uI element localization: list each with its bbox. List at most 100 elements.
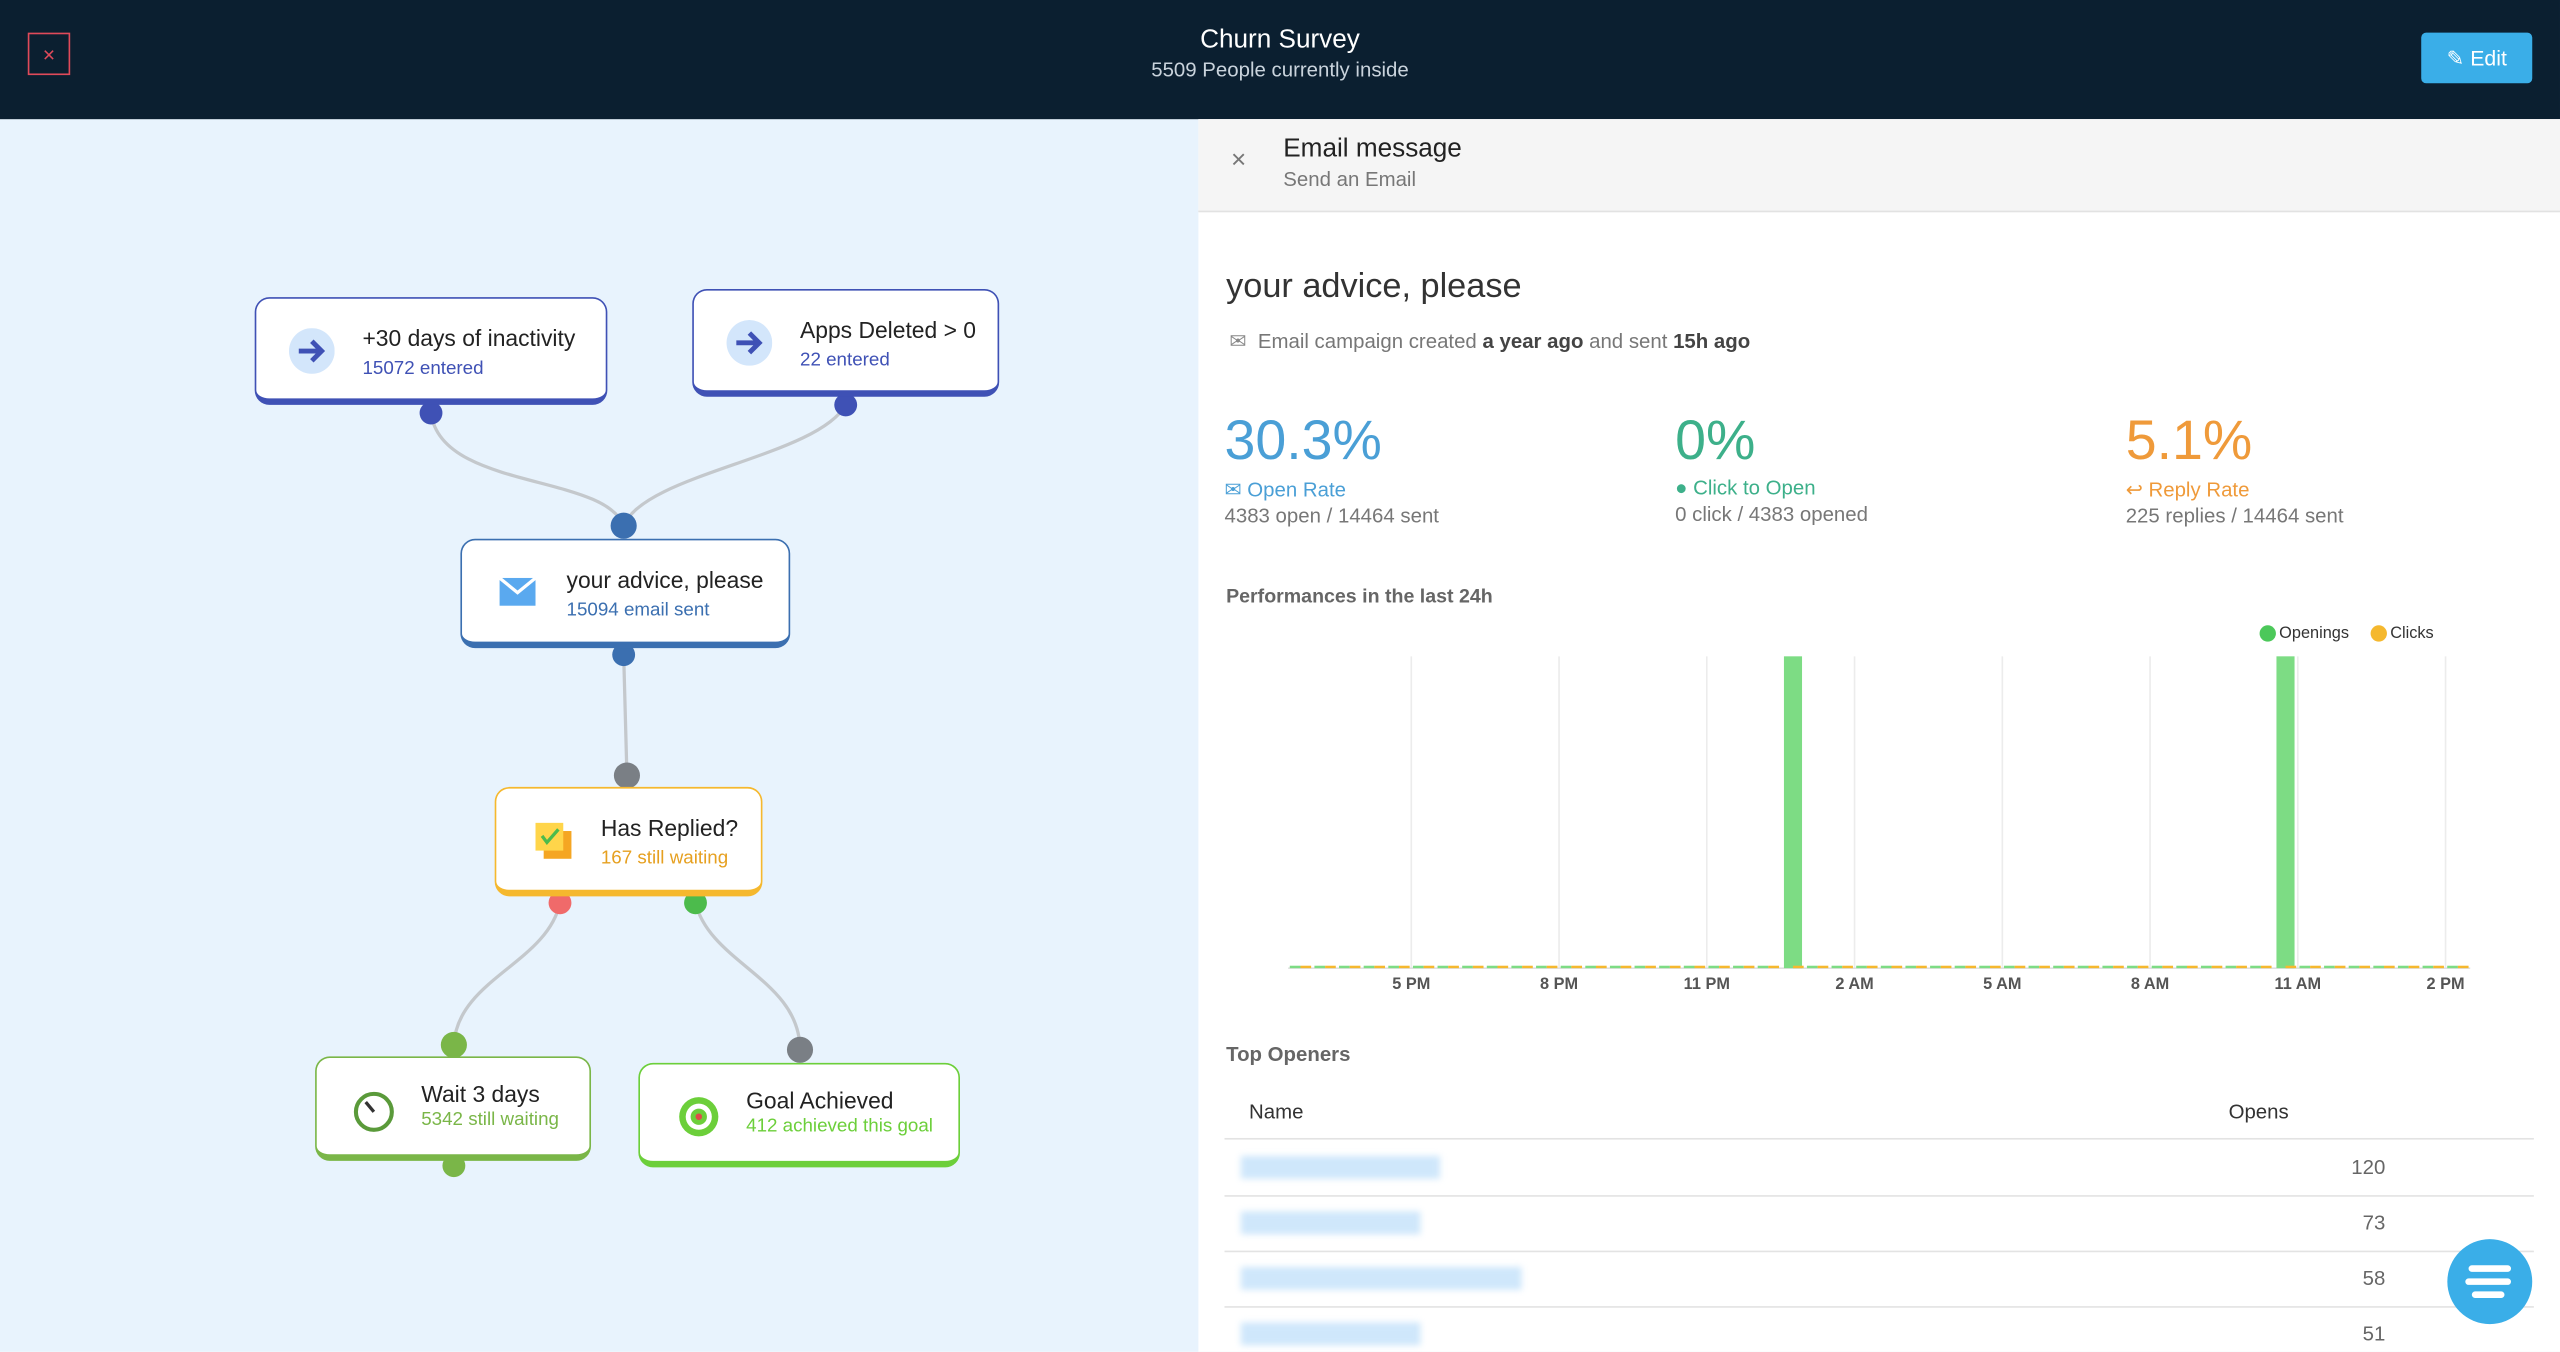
bar [2053,965,2064,969]
x-tick-label: 8 AM [2131,975,2169,993]
bar [1645,965,1656,969]
bar [1300,965,1312,969]
bar [1546,965,1558,969]
flow-node[interactable]: Apps Deleted > 0 22 entered [692,288,1000,397]
bar [1916,965,1927,969]
bar [1930,965,1941,969]
stat-detail: 0 click / 4383 opened [1675,502,1868,526]
bar [1979,965,1990,969]
x-tick-label: 2 AM [1835,975,1873,993]
bar [1398,965,1410,969]
stat: 30.3% ✉ Open Rate 4383 open / 14464 sent [1224,410,1438,528]
opens-count: 51 [2362,1322,2386,1346]
opens-count: 73 [2362,1211,2386,1235]
campaign-meta: ✉ Email campaign created a year ago and … [1229,329,1751,353]
bar [2408,965,2420,969]
bar [1954,965,1966,969]
node-subtitle: 412 achieved this goal [746,1116,933,1137]
bar [2187,965,2198,969]
bar [2260,965,2272,969]
legend-swatch [2259,625,2276,642]
bar [2127,965,2138,969]
icon [726,319,773,366]
stat-value: 0% [1675,409,1756,472]
bar [2176,965,2188,969]
bar [1817,965,1829,969]
bar [1522,965,1533,969]
subtitle: 5509 People currently inside [1151,58,1409,82]
stat-label-text: Reply Rate [2148,478,2250,502]
legend-label: Clicks [2390,624,2434,642]
bar [2225,965,2237,969]
flow-node[interactable]: Goal Achieved 412 achieved this goal [638,1062,960,1168]
opens-count: 58 [2362,1266,2386,1290]
stat-label: ↩ Reply Rate [2125,478,2250,502]
bar [1595,965,1607,969]
bar [2373,965,2385,969]
close-button[interactable]: × [27,32,71,76]
bar [1511,965,1523,969]
bar [2299,965,2311,969]
bar [1733,965,1744,969]
bar [1831,965,1843,969]
chart-title: Performances in the last 24h [1226,586,1493,608]
bar [1363,965,1375,969]
x-tick-label: 8 PM [1540,975,1578,993]
bar [1325,965,1336,969]
bar [2348,965,2360,969]
node-title: your advice, please [566,566,764,593]
bar [1472,965,1484,969]
bar [1374,965,1386,969]
bar [1349,965,1361,969]
bar [2028,965,2040,969]
bar [1866,965,1878,969]
bar [1768,965,1780,969]
bar [1842,965,1853,969]
node-title: Wait 3 days [421,1080,540,1107]
bar [2324,965,2335,969]
flow-node[interactable]: +30 days of inactivity 15072 entered [254,297,608,405]
panel-close[interactable]: × [1231,146,1247,175]
meta-text: a year ago [1482,329,1584,353]
bar [1719,965,1730,969]
node-title: Has Replied? [600,814,739,841]
bar [2433,965,2444,969]
bar [1339,965,1350,969]
flow-node[interactable]: Wait 3 days 5342 still waiting [315,1056,592,1161]
bar [1683,965,1695,969]
panel-subtitle: Send an Email [1283,168,1417,192]
bar [2063,965,2075,969]
bar [2014,965,2026,969]
flow-node[interactable]: Has Replied? 167 still waiting [494,786,763,897]
bar [1792,965,1804,969]
bar [2397,965,2409,969]
bar [2422,965,2434,969]
bar [1462,965,1473,969]
top-bar: × Churn Survey 5509 People currently ins… [0,0,2560,120]
stat-label-text: Open Rate [1247,478,1346,502]
x-tick-label: 11 AM [2275,975,2322,993]
bar [1708,965,1720,969]
bar [1423,965,1435,969]
edit-button[interactable]: ✎ Edit [2421,32,2533,84]
bar [1497,965,1509,969]
chat-button[interactable] [2446,1238,2534,1326]
bar [1437,965,1449,969]
bar [1659,965,1670,969]
node-title: Goal Achieved [746,1087,894,1114]
bar [1634,965,1646,969]
flow-node[interactable]: your advice, please 15094 email sent [460,538,791,649]
bar [1289,965,1301,969]
icon [679,1097,719,1137]
stat-detail: 225 replies / 14464 sent [2125,504,2344,528]
opens-count: 120 [2351,1155,2386,1179]
bar [2236,965,2247,969]
legend-swatch [2370,625,2387,642]
panel-header: × Email message Send an Email [1198,119,2560,213]
stat-detail: 4383 open / 14464 sent [1224,504,1439,528]
icon [288,328,335,374]
bar [1757,965,1769,969]
node-subtitle: 15094 email sent [566,600,710,621]
node-subtitle: 22 entered [799,351,890,371]
